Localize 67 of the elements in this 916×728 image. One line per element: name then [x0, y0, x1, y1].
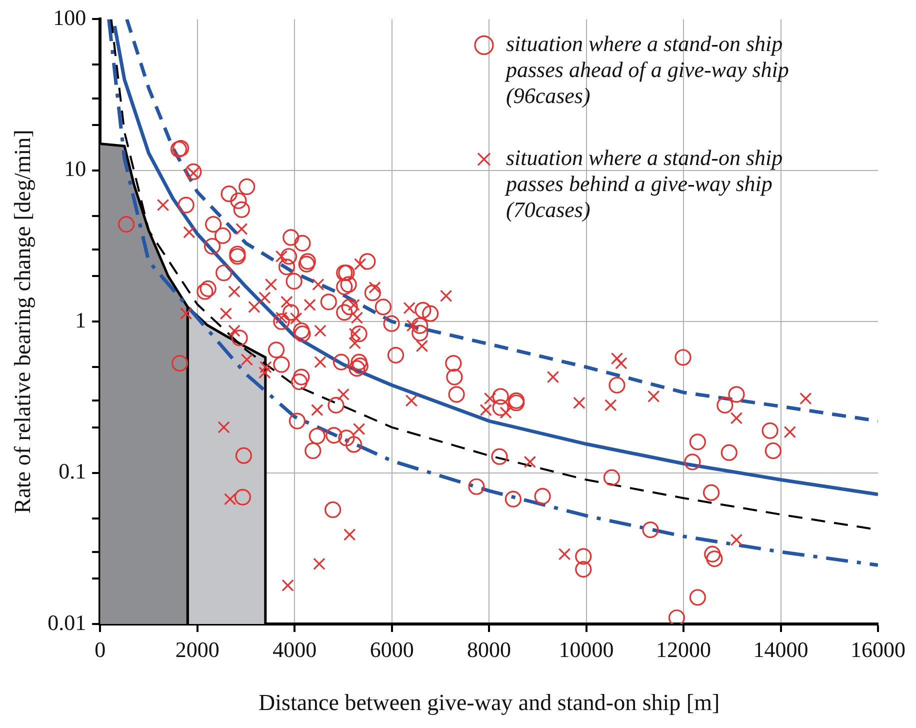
y-tick-label: 0.01 — [48, 610, 86, 635]
point — [546, 370, 560, 384]
point — [350, 312, 364, 324]
point — [280, 296, 293, 308]
legend-label: situation where a stand-on ship passes behind a give-way ship (70cases) — [504, 144, 783, 222]
point — [311, 404, 324, 416]
point — [344, 528, 356, 541]
point — [220, 307, 232, 320]
point — [180, 307, 192, 320]
line-series — [125, 19, 878, 423]
point — [558, 548, 571, 560]
point — [228, 324, 240, 337]
point — [183, 226, 196, 238]
point — [304, 298, 316, 311]
point — [416, 340, 428, 352]
point — [337, 388, 350, 401]
x-tick-label: 6000 — [370, 636, 414, 662]
y-tick-label: 10 — [64, 156, 86, 182]
point — [156, 198, 170, 212]
point — [730, 534, 743, 546]
point — [260, 361, 272, 374]
point — [228, 285, 240, 298]
point — [314, 356, 326, 368]
point — [314, 324, 326, 337]
point — [236, 222, 248, 236]
point — [224, 492, 236, 506]
point — [248, 300, 260, 314]
x-tick-label: 4000 — [272, 636, 317, 662]
point — [615, 357, 628, 370]
y-axis-title: Rate of relative bearing change [deg/min] — [10, 130, 35, 514]
point — [800, 392, 812, 405]
point — [264, 278, 278, 291]
point — [282, 579, 294, 592]
point — [440, 290, 452, 302]
point — [784, 426, 796, 438]
point — [573, 396, 586, 409]
x-tick-label: 8000 — [467, 636, 512, 662]
point — [403, 302, 416, 314]
point — [524, 456, 536, 468]
point — [354, 258, 366, 270]
point — [218, 421, 230, 434]
point — [312, 278, 324, 291]
y-tick-label: 0.1 — [58, 458, 86, 484]
point — [604, 399, 617, 412]
x-axis-title: Distance between give-way and stand-on ship [m] — [258, 690, 720, 716]
x-tick-label: 2000 — [175, 636, 220, 662]
point — [648, 390, 660, 403]
point — [313, 558, 326, 570]
point — [484, 392, 496, 405]
point — [610, 352, 624, 365]
x-tick-label: 0 — [94, 636, 106, 662]
legend-label: situation where a stand-on ship passes ahead of a give-way ship (96cases) — [504, 30, 789, 108]
point — [258, 366, 271, 379]
x-tick-label: 14000 — [753, 636, 808, 662]
point — [405, 394, 418, 407]
point — [730, 412, 743, 424]
x-tick-label: 10000 — [558, 636, 614, 662]
x-tick-label: 12000 — [656, 636, 712, 662]
y-tick-label: 100 — [53, 4, 86, 30]
point — [352, 422, 366, 436]
y-tick-label: 1 — [75, 307, 86, 332]
x-tick-label: 16000 — [850, 636, 906, 662]
point — [480, 404, 492, 416]
point — [406, 320, 419, 332]
point — [240, 354, 253, 366]
point — [258, 292, 271, 304]
point — [275, 250, 288, 262]
